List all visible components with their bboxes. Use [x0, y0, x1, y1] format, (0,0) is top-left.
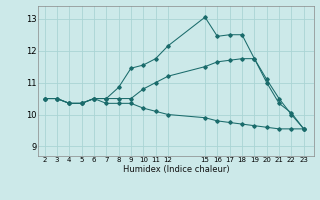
X-axis label: Humidex (Indice chaleur): Humidex (Indice chaleur): [123, 165, 229, 174]
